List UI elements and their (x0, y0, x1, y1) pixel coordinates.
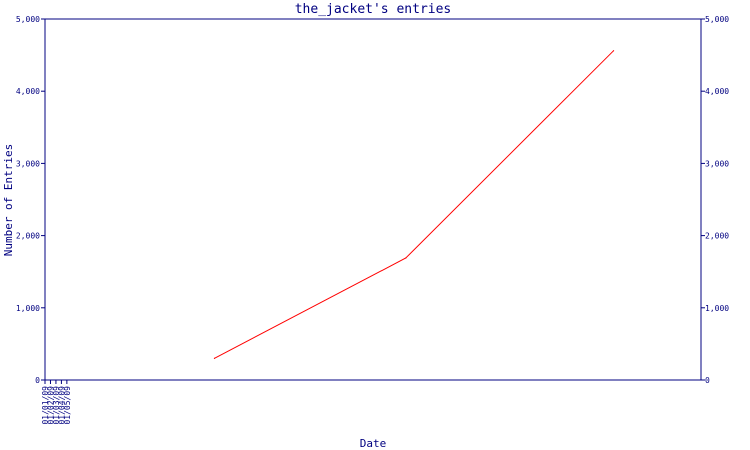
y-tick-label-left: 0 (35, 376, 40, 385)
y-axis-label: Number of Entries (2, 144, 15, 257)
data-point (213, 357, 216, 359)
y-tick-label-left: 1,000 (16, 304, 40, 313)
y-tick-label-right: 4,000 (705, 87, 729, 96)
plot-area-frame (44, 18, 702, 381)
x-tick-label: 01/03/09 (52, 386, 61, 425)
y-tick-label-right: 2,000 (705, 232, 729, 241)
chart-title: the_jacket's entries (295, 2, 452, 17)
x-tick-label: 01/04/09 (57, 386, 66, 425)
series-layer (213, 50, 615, 359)
y-tick-label-right: 5,000 (705, 15, 729, 24)
data-point (612, 50, 615, 52)
y-tick-label-left: 5,000 (16, 15, 40, 24)
y-tick-label-right: 1,000 (705, 304, 729, 313)
x-tick-label: 01/01/09 (41, 386, 50, 425)
y-tick-label-right: 3,000 (705, 159, 729, 168)
left-y-axis: 0 1,000 2,000 3,000 4,000 5,000 (16, 15, 45, 385)
right-y-axis: 0 1,000 2,000 3,000 4,000 5,000 (701, 15, 729, 385)
x-tick-label: 01/02/09 (46, 386, 55, 425)
y-tick-label-left: 2,000 (16, 232, 40, 241)
x-tick-label: 01/05/09 (63, 386, 72, 425)
y-tick-label-left: 3,000 (16, 159, 40, 168)
x-axis-label: Date (360, 437, 387, 450)
y-tick-label-right: 0 (705, 376, 710, 385)
y-tick-label-left: 4,000 (16, 87, 40, 96)
data-point (405, 257, 407, 259)
series-line (214, 50, 614, 359)
